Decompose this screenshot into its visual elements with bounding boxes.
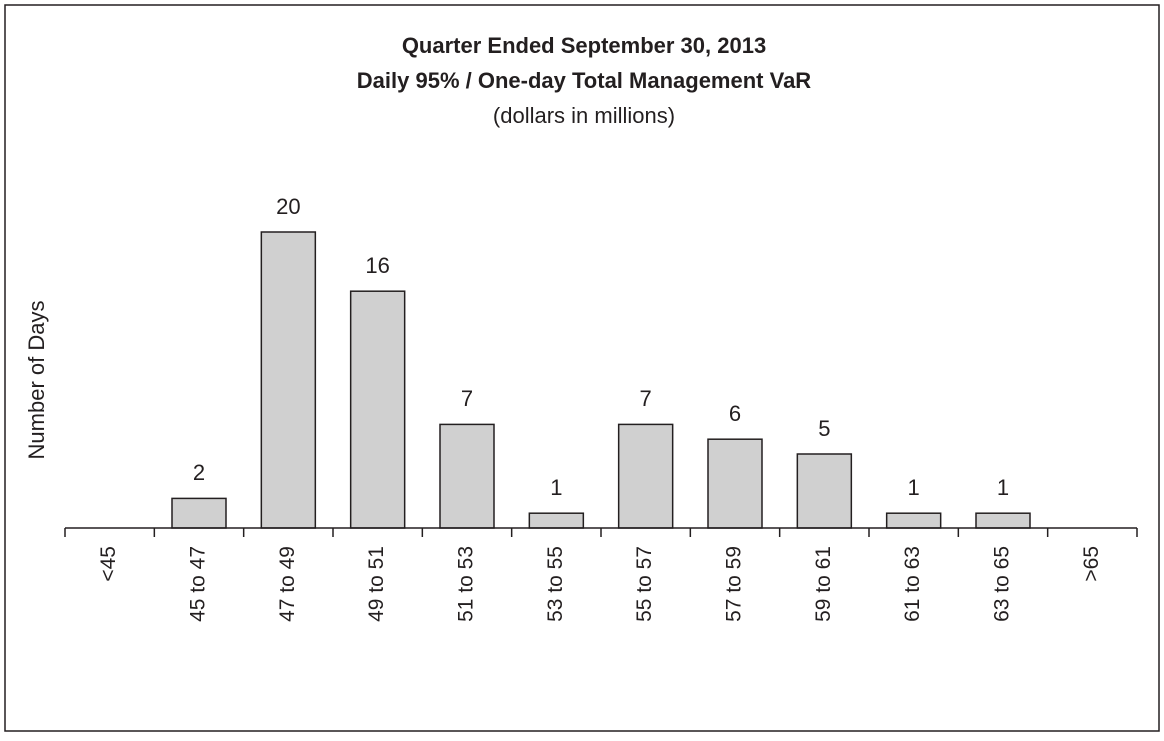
bar [885,512,942,529]
bar [349,290,406,529]
data-label: 6 [729,401,741,426]
x-tick-label: >65 [1080,546,1103,582]
x-tick-label: 45 to 47 [187,546,210,622]
bar [439,423,495,529]
data-label: 7 [461,386,473,411]
bar [707,438,763,529]
data-label: 1 [997,475,1009,500]
x-tick-label: 47 to 49 [276,546,299,622]
bar [975,512,1031,529]
bar [796,453,853,529]
chart-note: (dollars in millions) [493,103,675,128]
x-tick-label: 53 to 55 [544,546,567,622]
x-tick-label: 57 to 59 [723,546,746,622]
data-label: 1 [550,475,562,500]
x-tick-label: 59 to 61 [812,546,835,622]
x-tick-label: 55 to 57 [633,546,656,622]
bar [528,512,585,529]
x-tick-label: <45 [97,546,120,582]
bar [171,497,227,529]
data-label: 20 [276,194,300,219]
y-axis-label: Number of Days [24,301,49,460]
bar [617,423,674,529]
x-tick-label: 61 to 63 [901,546,924,622]
chart-title: Quarter Ended September 30, 2013 [402,33,766,58]
chart-subtitle: Daily 95% / One-day Total Management VaR [357,68,812,93]
x-tick-label: 63 to 65 [991,546,1014,622]
data-label: 1 [908,475,920,500]
x-tick-label: 51 to 53 [455,546,478,622]
x-tick-label: 49 to 51 [365,546,388,622]
frame [4,4,1160,732]
data-label: 5 [818,416,830,441]
data-label: 16 [365,253,389,278]
bar [260,231,317,529]
data-label: 2 [193,460,205,485]
data-label: 7 [640,386,652,411]
